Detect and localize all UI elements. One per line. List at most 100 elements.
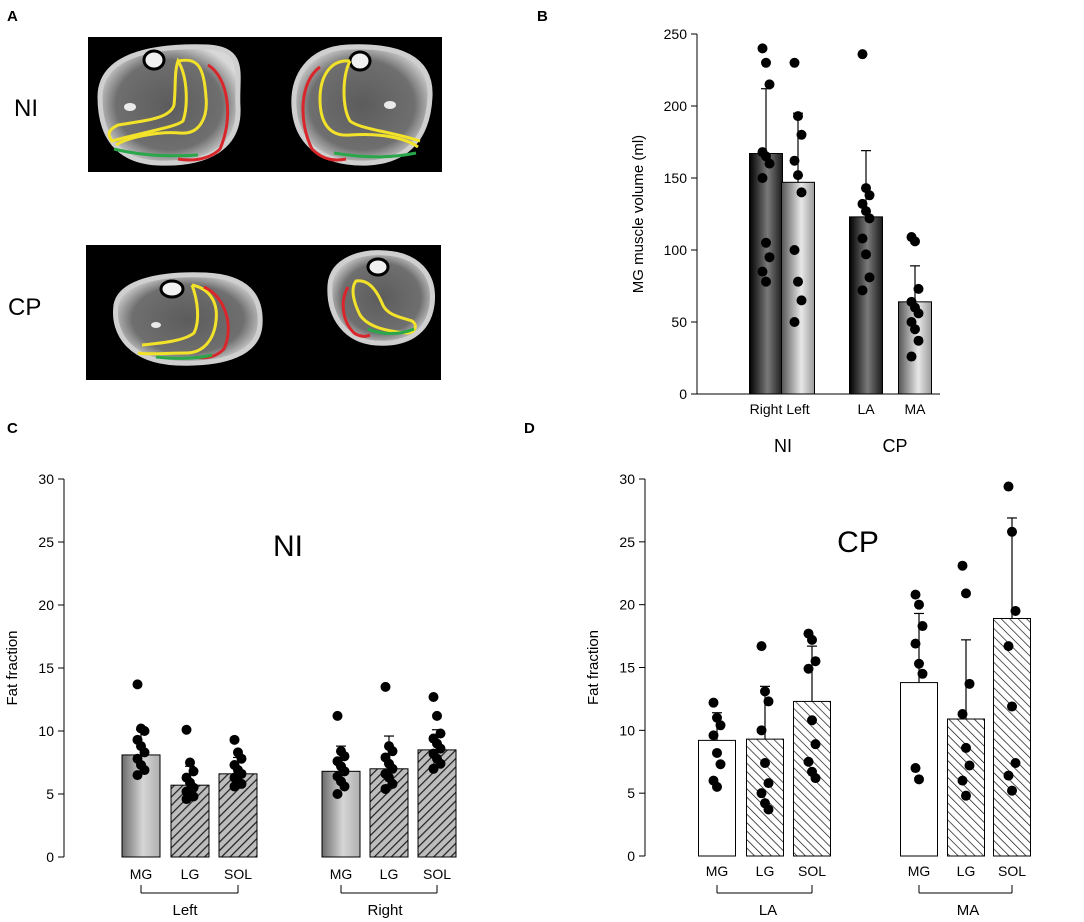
d-data-point bbox=[807, 715, 817, 726]
d-data-point bbox=[712, 712, 722, 723]
c-data-point bbox=[380, 681, 391, 692]
b-data-point bbox=[906, 351, 917, 362]
b-data-point bbox=[761, 57, 771, 68]
d-data-point bbox=[756, 788, 767, 799]
b-data-point bbox=[913, 335, 924, 346]
c-data-point bbox=[428, 763, 439, 774]
d-data-point bbox=[917, 668, 928, 679]
d-data-point bbox=[715, 759, 726, 770]
d-data-point bbox=[957, 708, 968, 719]
d-data-point bbox=[810, 656, 821, 667]
c-data-point bbox=[435, 743, 446, 754]
c-data-point bbox=[387, 763, 398, 774]
b-y-tick-label: 100 bbox=[664, 242, 688, 258]
d-data-point bbox=[957, 775, 968, 786]
c-data-point bbox=[185, 757, 195, 768]
b-x-tick-label: Right bbox=[750, 401, 783, 417]
d-data-point bbox=[708, 730, 719, 741]
d-data-point bbox=[914, 658, 924, 669]
c-data-point bbox=[229, 781, 240, 792]
c-bar-right-sol bbox=[417, 749, 457, 858]
b-data-point bbox=[796, 129, 807, 140]
c-data-point bbox=[332, 789, 343, 799]
d-data-point bbox=[760, 686, 770, 697]
d-data-point bbox=[756, 641, 767, 652]
b-data-point bbox=[793, 170, 803, 181]
c-group-label: Left bbox=[172, 902, 198, 919]
d-data-point bbox=[756, 725, 767, 736]
d-data-point bbox=[964, 760, 975, 771]
panel-a-label-ni: NI bbox=[14, 95, 38, 122]
d-y-tick-label: 0 bbox=[627, 848, 635, 864]
d-x-tick-label: MG bbox=[706, 863, 729, 879]
c-data-point bbox=[139, 765, 150, 776]
d-y-tick-label: 5 bbox=[627, 785, 635, 801]
c-y-tick-label: 30 bbox=[38, 471, 54, 487]
c-data-point bbox=[332, 710, 343, 721]
d-data-point bbox=[910, 763, 921, 774]
b-data-point bbox=[864, 272, 875, 283]
c-x-tick-label: LG bbox=[181, 866, 200, 882]
d-y-tick-label: 20 bbox=[619, 597, 635, 613]
b-data-point bbox=[764, 252, 775, 263]
panel-letter-b: B bbox=[537, 8, 548, 25]
c-y-tick-label: 20 bbox=[38, 597, 54, 613]
d-data-point bbox=[1007, 785, 1017, 796]
d-data-point bbox=[914, 599, 924, 610]
c-data-point bbox=[229, 734, 240, 745]
panel-d-chart: 0 5 10 15 20 25 30 Fat fraction CP MG LG SOL LA MG LG S… bbox=[585, 471, 1031, 919]
d-group-label: MA bbox=[957, 902, 980, 919]
b-data-point bbox=[913, 283, 924, 294]
b-data-point bbox=[761, 276, 771, 287]
b-data-point bbox=[857, 233, 868, 244]
d-data-point bbox=[807, 634, 817, 645]
b-y-tick-label: 50 bbox=[671, 314, 687, 330]
b-data-point bbox=[789, 245, 800, 255]
b-x-tick-label: LA bbox=[857, 401, 875, 417]
c-chart-title: NI bbox=[273, 530, 303, 563]
c-data-point bbox=[188, 766, 199, 777]
c-data-point bbox=[139, 726, 150, 736]
d-data-point bbox=[961, 588, 971, 599]
c-y-tick-label: 15 bbox=[38, 660, 54, 676]
d-bar-ma-lg bbox=[947, 718, 985, 857]
d-data-point bbox=[763, 778, 774, 789]
b-data-point bbox=[913, 308, 924, 319]
b-bar-cp-la bbox=[849, 216, 883, 395]
c-data-point bbox=[435, 728, 446, 739]
d-x-tick-label: LG bbox=[756, 863, 775, 879]
d-bar-la-lg bbox=[746, 738, 784, 857]
c-data-point bbox=[139, 747, 150, 758]
panel-a-label-cp: CP bbox=[8, 294, 42, 321]
b-data-point bbox=[861, 249, 871, 260]
d-bar-la-mg bbox=[698, 739, 736, 857]
c-data-point bbox=[132, 770, 143, 781]
c-group-label: Right bbox=[367, 902, 403, 919]
panel-letter-a: A bbox=[7, 8, 18, 25]
d-data-point bbox=[964, 678, 975, 689]
b-bar-ni-left bbox=[781, 181, 815, 395]
b-data-point bbox=[857, 285, 868, 296]
panel-letter-c: C bbox=[7, 420, 18, 437]
b-group-label: CP bbox=[882, 436, 907, 456]
c-data-point bbox=[339, 781, 350, 792]
c-x-tick-label: SOL bbox=[224, 866, 252, 882]
d-data-point bbox=[810, 773, 821, 784]
d-y-tick-label: 30 bbox=[619, 471, 635, 487]
c-data-point bbox=[428, 691, 439, 702]
d-y-tick-label: 25 bbox=[619, 534, 635, 550]
d-data-point bbox=[961, 790, 971, 801]
mri-cp-right-leg bbox=[327, 250, 435, 346]
d-data-point bbox=[803, 756, 814, 767]
c-y-tick-label: 10 bbox=[38, 723, 54, 739]
c-data-point bbox=[181, 724, 192, 735]
mri-ni-left-leg bbox=[97, 44, 241, 166]
c-data-point bbox=[181, 794, 192, 805]
d-x-tick-label: MG bbox=[908, 863, 931, 879]
d-x-tick-label: SOL bbox=[798, 863, 826, 879]
d-data-point bbox=[1010, 605, 1021, 616]
d-data-point bbox=[917, 621, 928, 632]
b-bar-cp-ma bbox=[898, 301, 932, 395]
b-data-point bbox=[793, 111, 803, 122]
